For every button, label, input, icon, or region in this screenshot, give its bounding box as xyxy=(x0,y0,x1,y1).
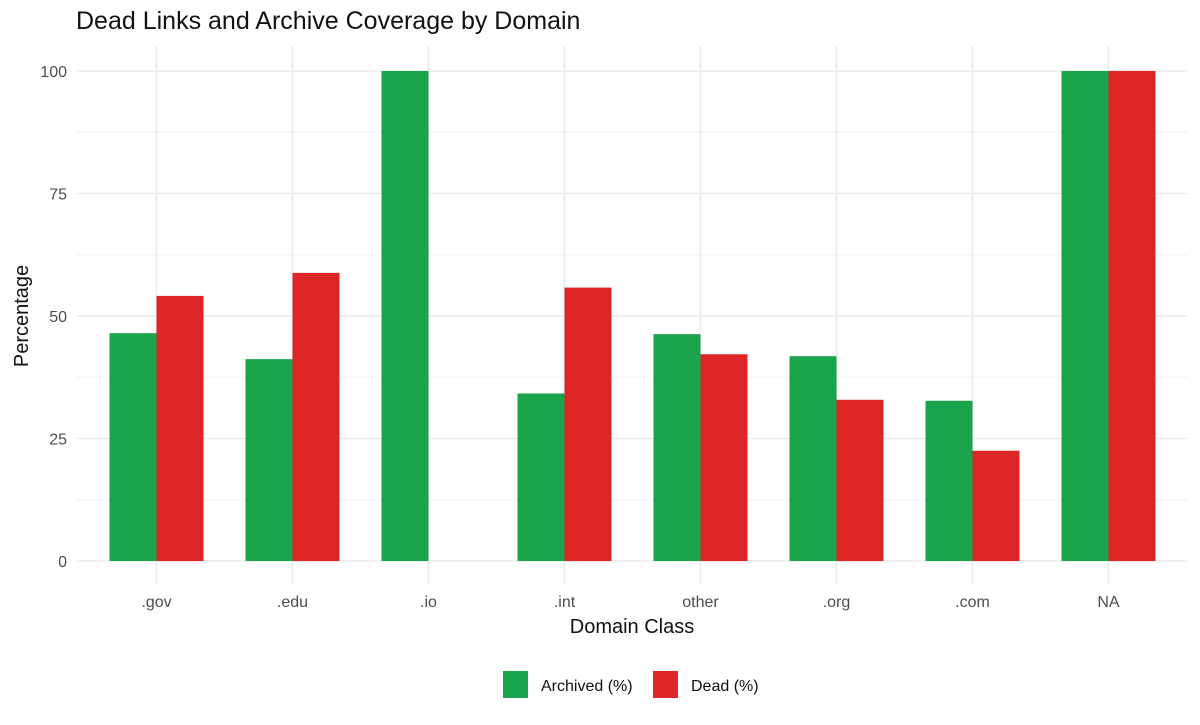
dead-bar-na xyxy=(1108,71,1156,561)
legend: Archived (%) Dead (%) xyxy=(503,671,759,698)
legend-swatch-dead xyxy=(653,671,678,698)
dead-bar-gov xyxy=(156,295,204,561)
dead-bar-edu xyxy=(292,272,340,561)
grid-lines xyxy=(76,46,1188,583)
x-tick-label: .com xyxy=(955,594,990,611)
y-tick-label: 0 xyxy=(58,554,67,571)
x-tick-label: .int xyxy=(554,594,576,611)
x-axis-title: Domain Class xyxy=(570,616,694,638)
axis-tick-labels: 0 25 50 75 100 .gov .edu .io .int other .org .com NA xyxy=(40,64,1120,611)
x-tick-label: .gov xyxy=(141,594,171,611)
x-tick-label: other xyxy=(682,594,719,611)
archived-bar-org xyxy=(789,356,837,561)
dead-bar-com xyxy=(972,450,1020,561)
y-tick-label: 25 xyxy=(49,432,67,449)
y-tick-label: 75 xyxy=(49,187,67,204)
x-tick-label: NA xyxy=(1097,594,1120,611)
legend-label-dead: Dead (%) xyxy=(691,678,759,695)
y-tick-label: 50 xyxy=(49,309,67,326)
archived-bar-na xyxy=(1061,71,1109,561)
chart-title: Dead Links and Archive Coverage by Domai… xyxy=(76,7,580,35)
x-tick-label: .io xyxy=(420,594,437,611)
dead-bar-int xyxy=(564,287,612,561)
dead-bar-other xyxy=(700,354,748,561)
archived-bar-int xyxy=(517,393,565,561)
archived-bar-com xyxy=(925,400,973,561)
archived-bar-other xyxy=(653,334,701,561)
archived-bar-edu xyxy=(245,359,293,561)
legend-label-archived: Archived (%) xyxy=(541,678,633,695)
legend-swatch-archived xyxy=(503,671,528,698)
y-axis-title: Percentage xyxy=(11,265,33,367)
archived-bar-io xyxy=(381,71,429,561)
y-tick-label: 100 xyxy=(40,64,67,81)
bars xyxy=(109,71,1156,561)
archived-bar-gov xyxy=(109,333,157,561)
x-tick-label: .org xyxy=(823,594,851,611)
dead-bar-org xyxy=(836,399,884,561)
x-tick-label: .edu xyxy=(277,594,308,611)
